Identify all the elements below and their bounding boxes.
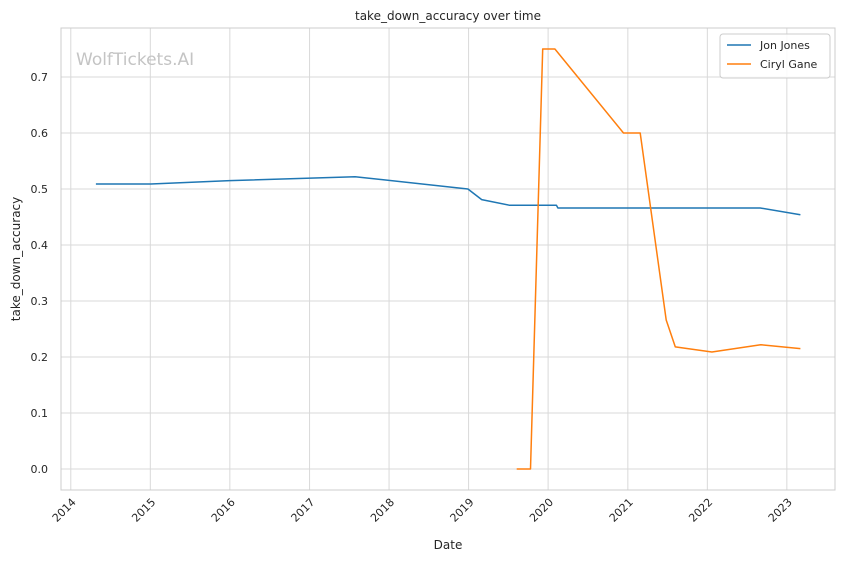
legend-label-jon-jones: Jon Jones: [759, 39, 810, 52]
x-tick-label: 2014: [50, 496, 79, 525]
x-tick-label: 2022: [686, 496, 715, 525]
x-tick-label: 2019: [448, 496, 477, 525]
legend-label-ciryl-gane: Ciryl Gane: [760, 58, 818, 71]
y-tick-label: 0.6: [31, 127, 49, 140]
y-tick-label: 0.0: [31, 463, 49, 476]
plot-frame: [60, 27, 836, 491]
x-tick-label: 2021: [607, 496, 636, 525]
series-layer: [95, 48, 801, 470]
y-axis-ticks: 0.0 0.1 0.2 0.3 0.4 0.5 0.6 0.7: [31, 71, 49, 476]
x-tick-label: 2020: [527, 496, 556, 525]
y-tick-label: 0.1: [31, 407, 49, 420]
series-line-ciryl-gane: [516, 48, 801, 470]
x-tick-label: 2023: [766, 496, 795, 525]
x-tick-label: 2016: [209, 496, 238, 525]
y-axis-label: take_down_accuracy: [9, 197, 23, 321]
y-tick-label: 0.4: [31, 239, 49, 252]
chart-title: take_down_accuracy over time: [355, 9, 541, 23]
watermark: WolfTickets.AI: [76, 50, 194, 70]
x-tick-label: 2015: [129, 496, 158, 525]
y-tick-label: 0.2: [31, 351, 49, 364]
x-tick-label: 2018: [368, 496, 397, 525]
legend: Jon Jones Ciryl Gane: [719, 33, 831, 79]
grid: [61, 28, 835, 490]
x-axis-ticks: 2014 2015 2016 2017 2018 2019 2020 2021 2022 2023: [50, 496, 795, 525]
x-tick-label: 2017: [289, 496, 318, 525]
y-tick-label: 0.5: [31, 183, 49, 196]
series-line-jon-jones: [95, 175, 801, 216]
y-tick-label: 0.3: [31, 295, 49, 308]
x-axis-label: Date: [434, 538, 463, 552]
y-tick-label: 0.7: [31, 71, 49, 84]
